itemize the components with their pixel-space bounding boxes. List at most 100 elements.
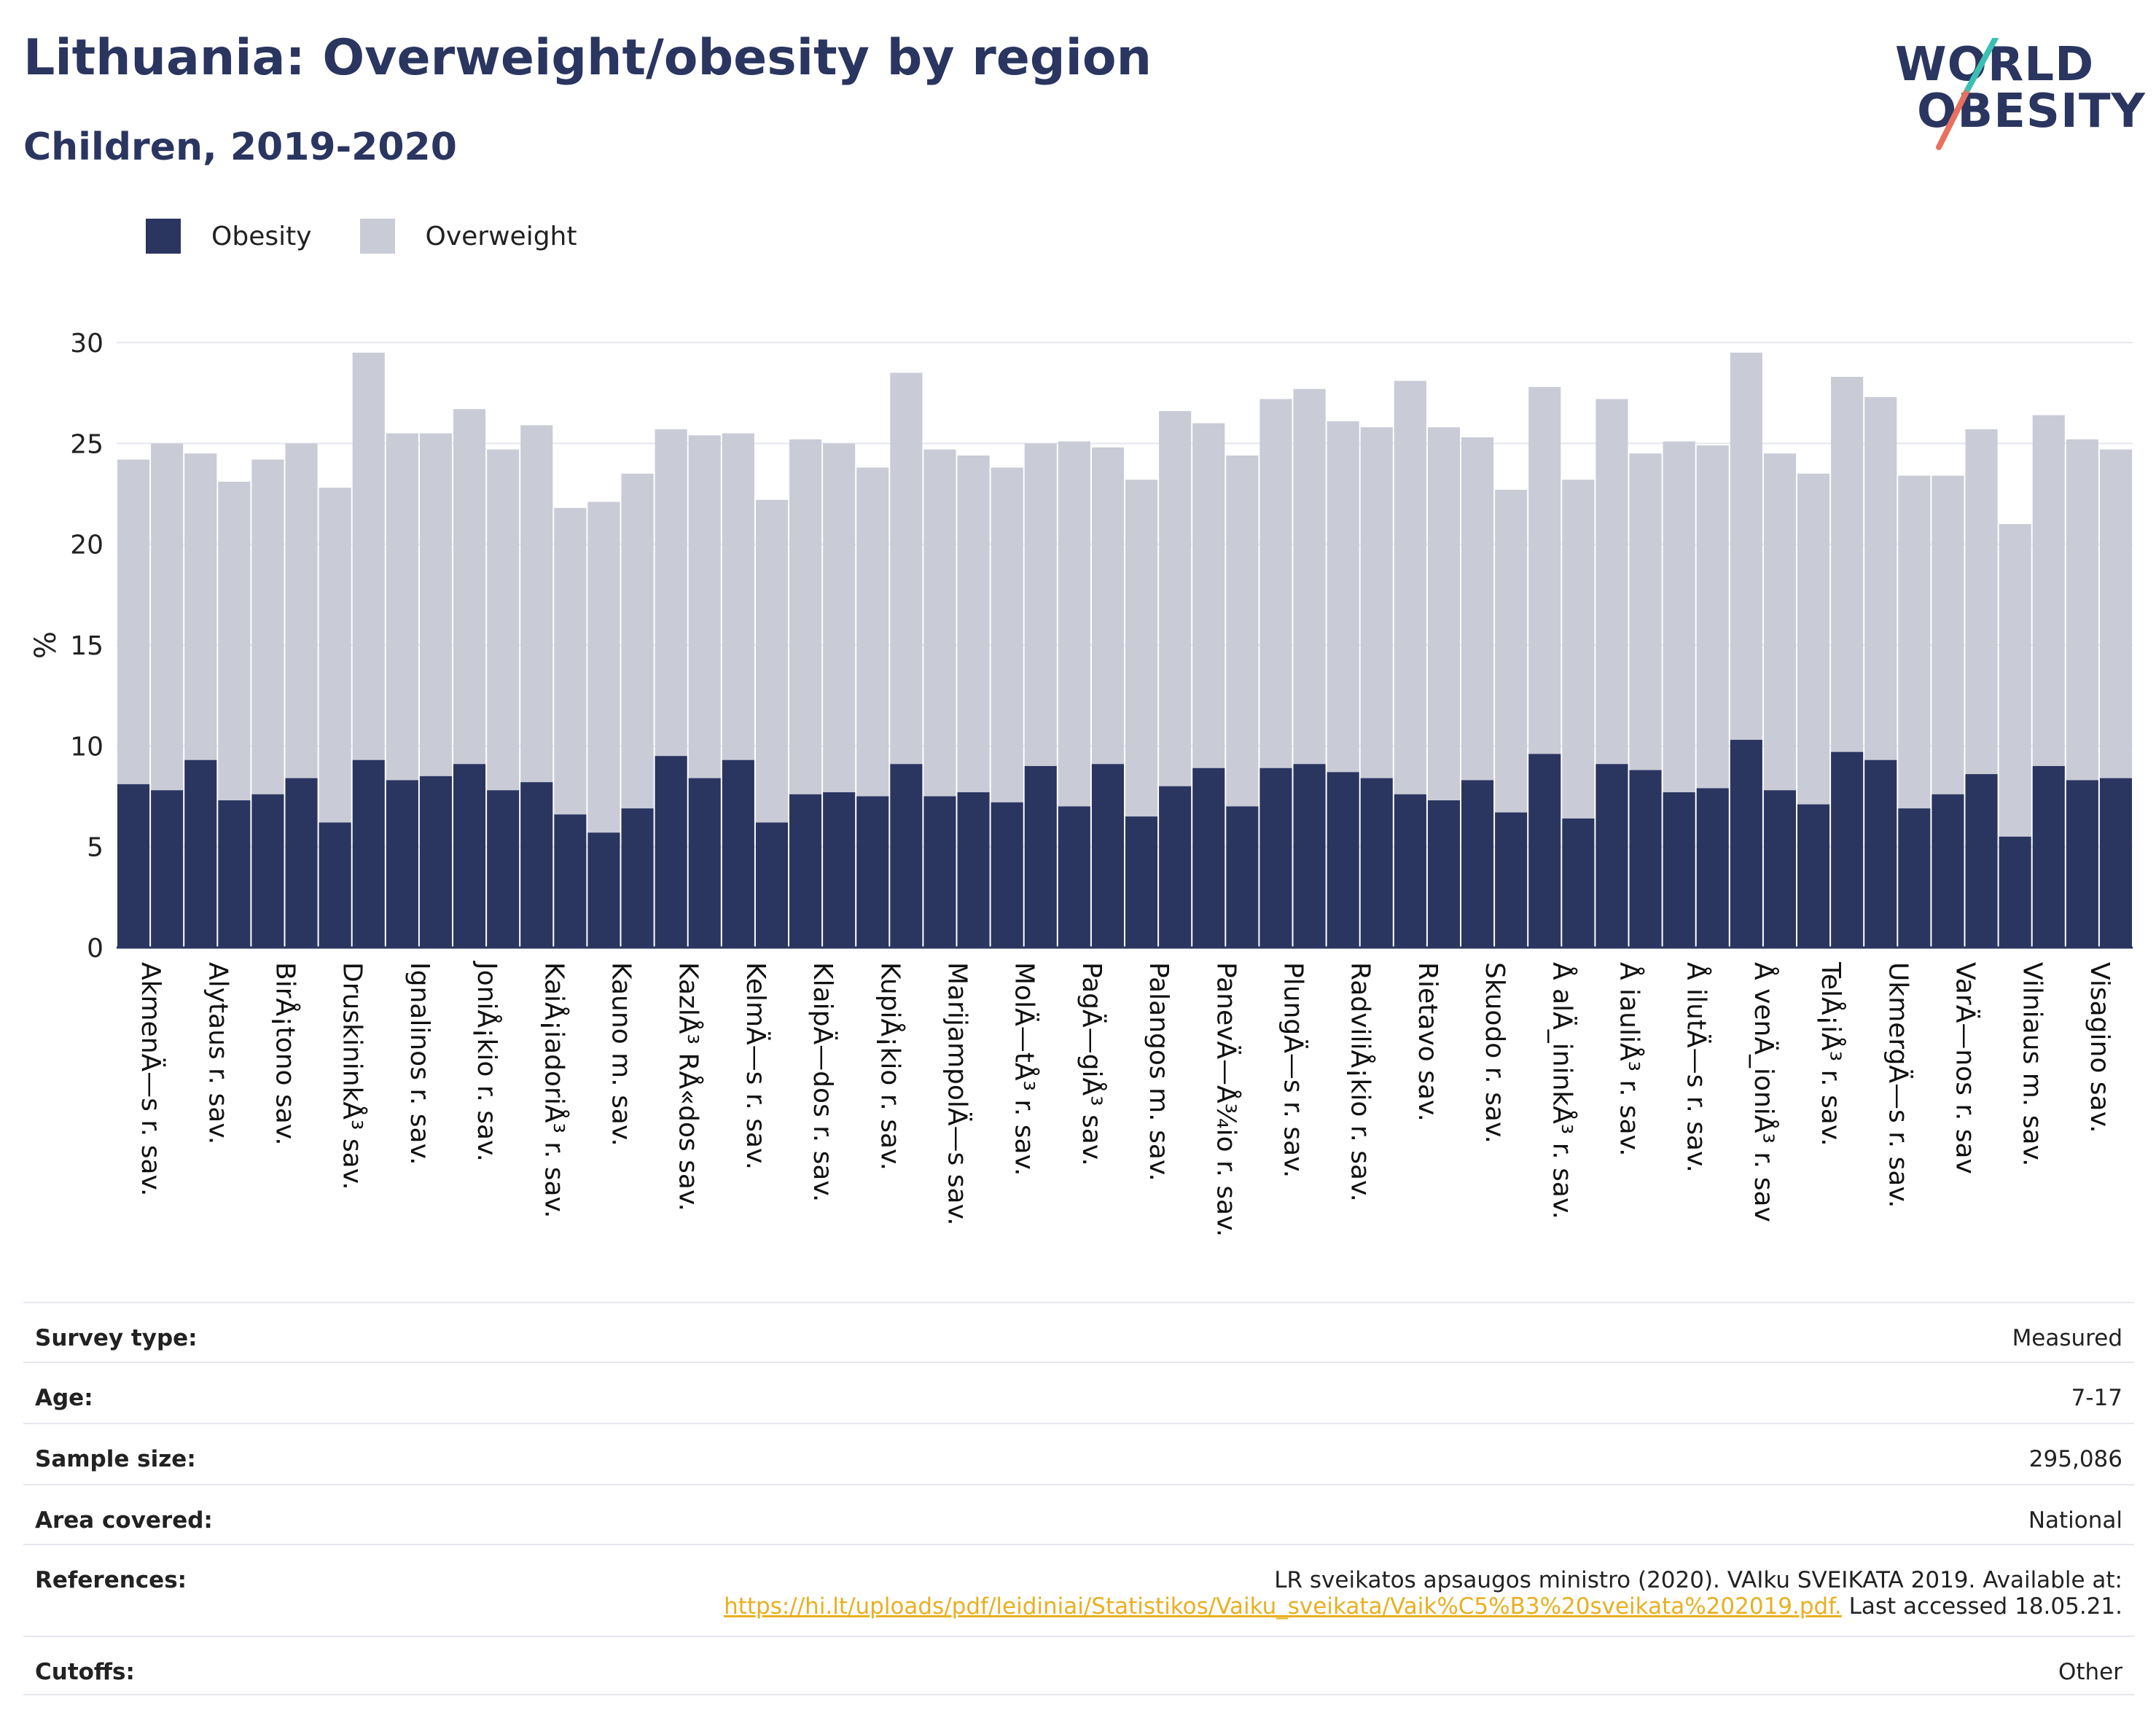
- overweight-bar: [1696, 445, 1729, 789]
- y-tick-label: 30: [70, 329, 103, 359]
- overweight-bar: [722, 433, 754, 760]
- overweight-bar: [1562, 480, 1595, 819]
- detail-value: 7-17: [2071, 1385, 2122, 1411]
- x-tick-label: DruskininkÅ³ sav.: [337, 962, 369, 1190]
- obesity-bar: [1091, 764, 1124, 948]
- obesity-bar: [151, 790, 184, 948]
- obesity-bar: [856, 796, 889, 948]
- x-tick-label: Å venÄ_ioniÅ³ r. sav: [1749, 962, 1780, 1222]
- overweight-bar: [1058, 441, 1090, 807]
- obesity-bar: [1999, 836, 2031, 948]
- obesity-bar: [621, 808, 654, 948]
- obesity-bar: [1562, 818, 1595, 948]
- overweight-bar: [1024, 443, 1057, 766]
- logo-slash-icon: [1936, 38, 1999, 150]
- detail-key: Sample size:: [35, 1446, 196, 1472]
- reference-link[interactable]: https://hi.lt/uploads/pdf/leidiniai/Stat…: [724, 1593, 1842, 1620]
- obesity-bar: [957, 792, 990, 948]
- detail-value-references: LR sveikatos apsaugos ministro (2020). V…: [724, 1567, 2122, 1636]
- world-obesity-logo: WORLD OBESITY: [1895, 38, 2145, 155]
- x-tick-label: Palangos m. sav.: [1144, 962, 1173, 1182]
- x-tick-label: RadviliÅ¡kio r. sav.: [1345, 962, 1377, 1202]
- overweight-bar: [1831, 377, 1864, 752]
- overweight-bar: [789, 439, 822, 794]
- obesity-bar: [1495, 812, 1528, 948]
- obesity-bar: [1730, 740, 1762, 948]
- x-tick-label: KupiÅ¡kio r. sav.: [875, 962, 906, 1171]
- overweight-bar: [1898, 475, 1931, 809]
- obesity-bar: [1394, 794, 1426, 948]
- x-tick-label: PagÄ—giÅ³ sav.: [1077, 962, 1108, 1166]
- overweight-bar: [554, 507, 587, 815]
- overweight-bar: [890, 372, 923, 765]
- obesity-bar: [1763, 790, 1796, 948]
- overweight-bar: [1159, 411, 1192, 786]
- detail-key: References:: [35, 1567, 187, 1593]
- reference-text: LR sveikatos apsaugos ministro (2020). V…: [1274, 1567, 2122, 1593]
- obesity-bar: [655, 756, 687, 948]
- obesity-bar: [1965, 774, 1998, 948]
- detail-row-sample-size: Sample size: 295,086: [23, 1423, 2134, 1484]
- x-tick-label: VarÄ—nos r. sav: [1950, 962, 1980, 1174]
- overweight-bar: [991, 467, 1023, 802]
- obesity-bar: [991, 802, 1023, 948]
- legend-overweight-swatch: [359, 219, 395, 254]
- detail-row-age: Age: 7-17: [23, 1362, 2134, 1423]
- obesity-bar: [419, 776, 452, 948]
- overweight-bar: [184, 453, 217, 760]
- overweight-bar: [1192, 423, 1225, 768]
- detail-row-area-covered: Area covered: National: [23, 1484, 2134, 1544]
- obesity-bar: [520, 782, 553, 948]
- overweight-bar: [1864, 397, 1897, 760]
- x-tick-label: Å ilutÄ—s r. sav.: [1682, 962, 1713, 1173]
- survey-details-table: Survey type: Measured Age: 7-17 Sample s…: [23, 1302, 2134, 1695]
- overweight-bar: [2066, 439, 2098, 781]
- obesity-bar: [1125, 816, 1158, 948]
- x-tick-label: JoniÅ¡kio r. sav.: [472, 961, 503, 1162]
- chart-subtitle: Children, 2019-2020: [23, 125, 457, 169]
- x-tick-label: KaiÅ¡iadoriÅ³ r. sav.: [539, 962, 570, 1219]
- overweight-bar: [1965, 429, 1998, 775]
- obesity-bar: [352, 759, 385, 948]
- x-tick-label: Skuodo r. sav.: [1480, 962, 1509, 1144]
- y-tick-label: 5: [87, 833, 103, 863]
- obesity-bar: [1226, 806, 1259, 948]
- obesity-bar: [1797, 804, 1830, 948]
- obesity-bar: [2066, 780, 2098, 948]
- x-tick-label: KelmÄ—s r. sav.: [741, 962, 771, 1170]
- overweight-bar: [285, 443, 318, 778]
- detail-row-cutoffs: Cutoffs: Other: [23, 1636, 2134, 1695]
- overweight-bar: [419, 433, 452, 776]
- x-tick-label: Rietavo sav.: [1413, 962, 1442, 1122]
- overweight-bar: [1999, 524, 2031, 837]
- y-tick-label: 20: [70, 531, 103, 561]
- detail-key: Area covered:: [35, 1507, 213, 1534]
- detail-value: Other: [2058, 1659, 2122, 1685]
- obesity-bar: [386, 780, 418, 948]
- y-tick-label: 25: [70, 429, 103, 459]
- obesity-bar: [1461, 780, 1494, 948]
- x-tick-label: Å alÄ_ininkÅ³ r. sav.: [1547, 962, 1578, 1219]
- x-tick-label: PanevÄ—Å¾io r. sav.: [1211, 962, 1242, 1237]
- obesity-bar: [117, 784, 150, 948]
- obesity-bar: [755, 822, 788, 948]
- obesity-bar: [1024, 766, 1057, 948]
- overweight-bar: [1797, 473, 1830, 805]
- obesity-bar: [319, 822, 351, 948]
- detail-key: Survey type:: [35, 1325, 198, 1351]
- obesity-bar: [1831, 751, 1864, 948]
- overweight-bar: [1360, 427, 1393, 778]
- overweight-bar: [218, 481, 251, 801]
- obesity-bar: [1192, 768, 1225, 948]
- detail-key: Cutoffs:: [35, 1659, 135, 1685]
- x-tick-label: Å iauliÅ³ r. sav.: [1614, 962, 1645, 1157]
- x-tick-label: MarijampolÄ—s sav.: [942, 962, 972, 1226]
- obesity-bar: [2032, 766, 2065, 948]
- obesity-bar: [823, 792, 856, 948]
- obesity-bar: [1427, 800, 1460, 948]
- obesity-bar: [1528, 754, 1561, 948]
- overweight-bar: [957, 455, 990, 792]
- legend-obesity-swatch: [146, 219, 181, 254]
- overweight-bar: [117, 459, 150, 784]
- overweight-bar: [923, 449, 956, 797]
